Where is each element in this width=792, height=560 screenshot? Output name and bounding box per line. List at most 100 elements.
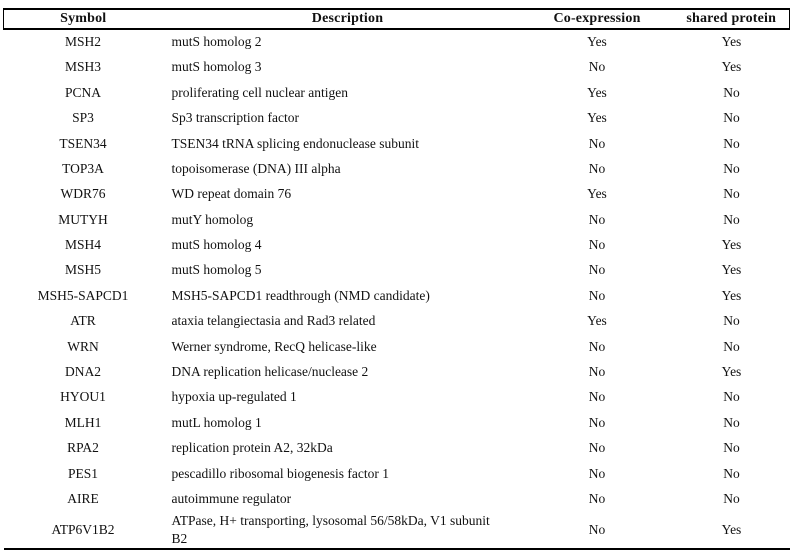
coexpression-cell: No [588, 59, 606, 75]
description-cell: topoisomerase (DNA) III alpha [171, 160, 341, 176]
coexpression-cell: No [588, 262, 606, 278]
coexpression-cell: Yes [587, 34, 607, 50]
symbol-cell: MSH5 [64, 262, 101, 278]
column-header-coexpression: Co-expression [553, 11, 641, 26]
table-row: MSH4 mutS homolog 4 No Yes [4, 232, 790, 257]
table-row: ATP6V1B2 ATPase, H+ transporting, lysoso… [4, 511, 790, 548]
table-row: PCNA proliferating cell nuclear antigen … [4, 80, 790, 105]
description-cell: mutS homolog 4 [171, 237, 262, 253]
symbol-cell: MSH2 [64, 34, 101, 50]
coexpression-cell: No [588, 364, 606, 380]
shared-protein-cell: Yes [721, 521, 742, 537]
description-cell: proliferating cell nuclear antigen [171, 84, 349, 100]
coexpression-cell: No [588, 490, 606, 506]
table-row: MSH5 mutS homolog 5 No Yes [4, 258, 790, 283]
symbol-cell: ATR [70, 313, 96, 329]
symbol-cell: HYOU1 [60, 389, 106, 405]
coexpression-cell: No [588, 338, 606, 354]
coexpression-cell: Yes [587, 186, 607, 202]
shared-protein-cell: Yes [721, 59, 742, 75]
table-row: WDR76 WD repeat domain 76 Yes No [4, 181, 790, 206]
shared-protein-cell: No [723, 135, 740, 151]
symbol-cell: RPA2 [67, 440, 99, 456]
table-row: TSEN34 TSEN34 tRNA splicing endonuclease… [4, 131, 790, 156]
description-cell: TSEN34 tRNA splicing endonuclease subuni… [171, 135, 419, 151]
shared-protein-cell: No [723, 313, 740, 329]
table-row: AIRE autoimmune regulator No No [4, 486, 790, 511]
description-cell: mutS homolog 2 [171, 34, 262, 50]
description-cell: mutY homolog [171, 211, 254, 227]
coexpression-cell: No [588, 160, 606, 176]
shared-protein-cell: Yes [721, 287, 742, 303]
shared-protein-cell: No [723, 490, 740, 506]
symbol-cell: ATP6V1B2 [51, 521, 115, 537]
shared-protein-cell: No [723, 84, 740, 100]
shared-protein-cell: No [723, 110, 740, 126]
shared-protein-cell: No [723, 465, 740, 481]
shared-protein-cell: No [723, 211, 740, 227]
description-cell: ATPase, H+ transporting, lysosomal 56/58… [171, 513, 490, 546]
symbol-cell: TSEN34 [59, 135, 107, 151]
table-row: MUTYH mutY homolog No No [4, 207, 790, 232]
symbol-cell: TOP3A [62, 160, 104, 176]
description-cell: MSH5-SAPCD1 readthrough (NMD candidate) [171, 287, 430, 303]
shared-protein-cell: No [723, 440, 740, 456]
table-row: WRN Werner syndrome, RecQ helicase-like … [4, 334, 790, 359]
table-row: RPA2 replication protein A2, 32kDa No No [4, 435, 790, 460]
symbol-cell: AIRE [67, 490, 99, 506]
description-cell: mutS homolog 3 [171, 59, 262, 75]
column-header-symbol: Symbol [3, 9, 163, 29]
table-row: PES1 pescadillo ribosomal biogenesis fac… [4, 461, 790, 486]
symbol-cell: PES1 [67, 465, 98, 481]
description-cell: DNA replication helicase/nuclease 2 [171, 364, 369, 380]
shared-protein-cell: Yes [721, 364, 742, 380]
coexpression-cell: No [588, 521, 606, 537]
column-header-shared-protein: shared protein [645, 9, 790, 29]
description-cell: ataxia telangiectasia and Rad3 related [171, 313, 376, 329]
coexpression-cell: No [588, 211, 606, 227]
table-row: MSH2 mutS homolog 2 Yes Yes [4, 29, 790, 54]
description-cell: Sp3 transcription factor [171, 110, 299, 126]
description-cell: autoimmune regulator [171, 490, 292, 506]
symbol-cell: WRN [67, 338, 99, 354]
symbol-cell: DNA2 [65, 364, 101, 380]
description-cell: mutL homolog 1 [171, 414, 262, 430]
header-row: Symbol Description Co-expression shared … [3, 9, 790, 29]
symbol-cell: MSH3 [64, 59, 101, 75]
description-cell: hypoxia up-regulated 1 [171, 389, 297, 405]
shared-protein-cell: No [723, 186, 740, 202]
table-row: ATR ataxia telangiectasia and Rad3 relat… [4, 308, 790, 333]
description-cell: WD repeat domain 76 [171, 186, 292, 202]
coexpression-cell: Yes [587, 84, 607, 100]
gene-association-table: Symbol Description Co-expression shared … [3, 8, 790, 550]
shared-protein-cell: No [723, 338, 740, 354]
coexpression-cell: No [588, 135, 606, 151]
shared-protein-cell: No [723, 414, 740, 430]
symbol-cell: SP3 [72, 110, 94, 126]
column-header-description: Description [311, 11, 384, 26]
coexpression-cell: No [588, 465, 606, 481]
table-row: MSH3 mutS homolog 3 No Yes [4, 54, 790, 79]
coexpression-cell: Yes [587, 313, 607, 329]
symbol-cell: PCNA [64, 84, 101, 100]
shared-protein-cell: Yes [721, 237, 742, 253]
shared-protein-cell: No [723, 160, 740, 176]
coexpression-cell: No [588, 389, 606, 405]
description-cell: pescadillo ribosomal biogenesis factor 1 [171, 465, 389, 481]
table-row: TOP3A topoisomerase (DNA) III alpha No N… [4, 156, 790, 181]
coexpression-cell: No [588, 287, 606, 303]
symbol-cell: MUTYH [58, 211, 108, 227]
shared-protein-cell: Yes [721, 34, 742, 50]
symbol-cell: WDR76 [60, 186, 106, 202]
table-row: SP3 Sp3 transcription factor Yes No [4, 105, 790, 130]
description-cell: replication protein A2, 32kDa [171, 440, 333, 456]
description-cell: Werner syndrome, RecQ helicase-like [171, 338, 377, 354]
shared-protein-cell: No [723, 389, 740, 405]
description-cell: mutS homolog 5 [171, 262, 262, 278]
coexpression-cell: No [588, 440, 606, 456]
coexpression-cell: No [588, 237, 606, 253]
shared-protein-cell: Yes [721, 262, 742, 278]
symbol-cell: MSH5-SAPCD1 [37, 287, 129, 303]
table-row: HYOU1 hypoxia up-regulated 1 No No [4, 384, 790, 409]
